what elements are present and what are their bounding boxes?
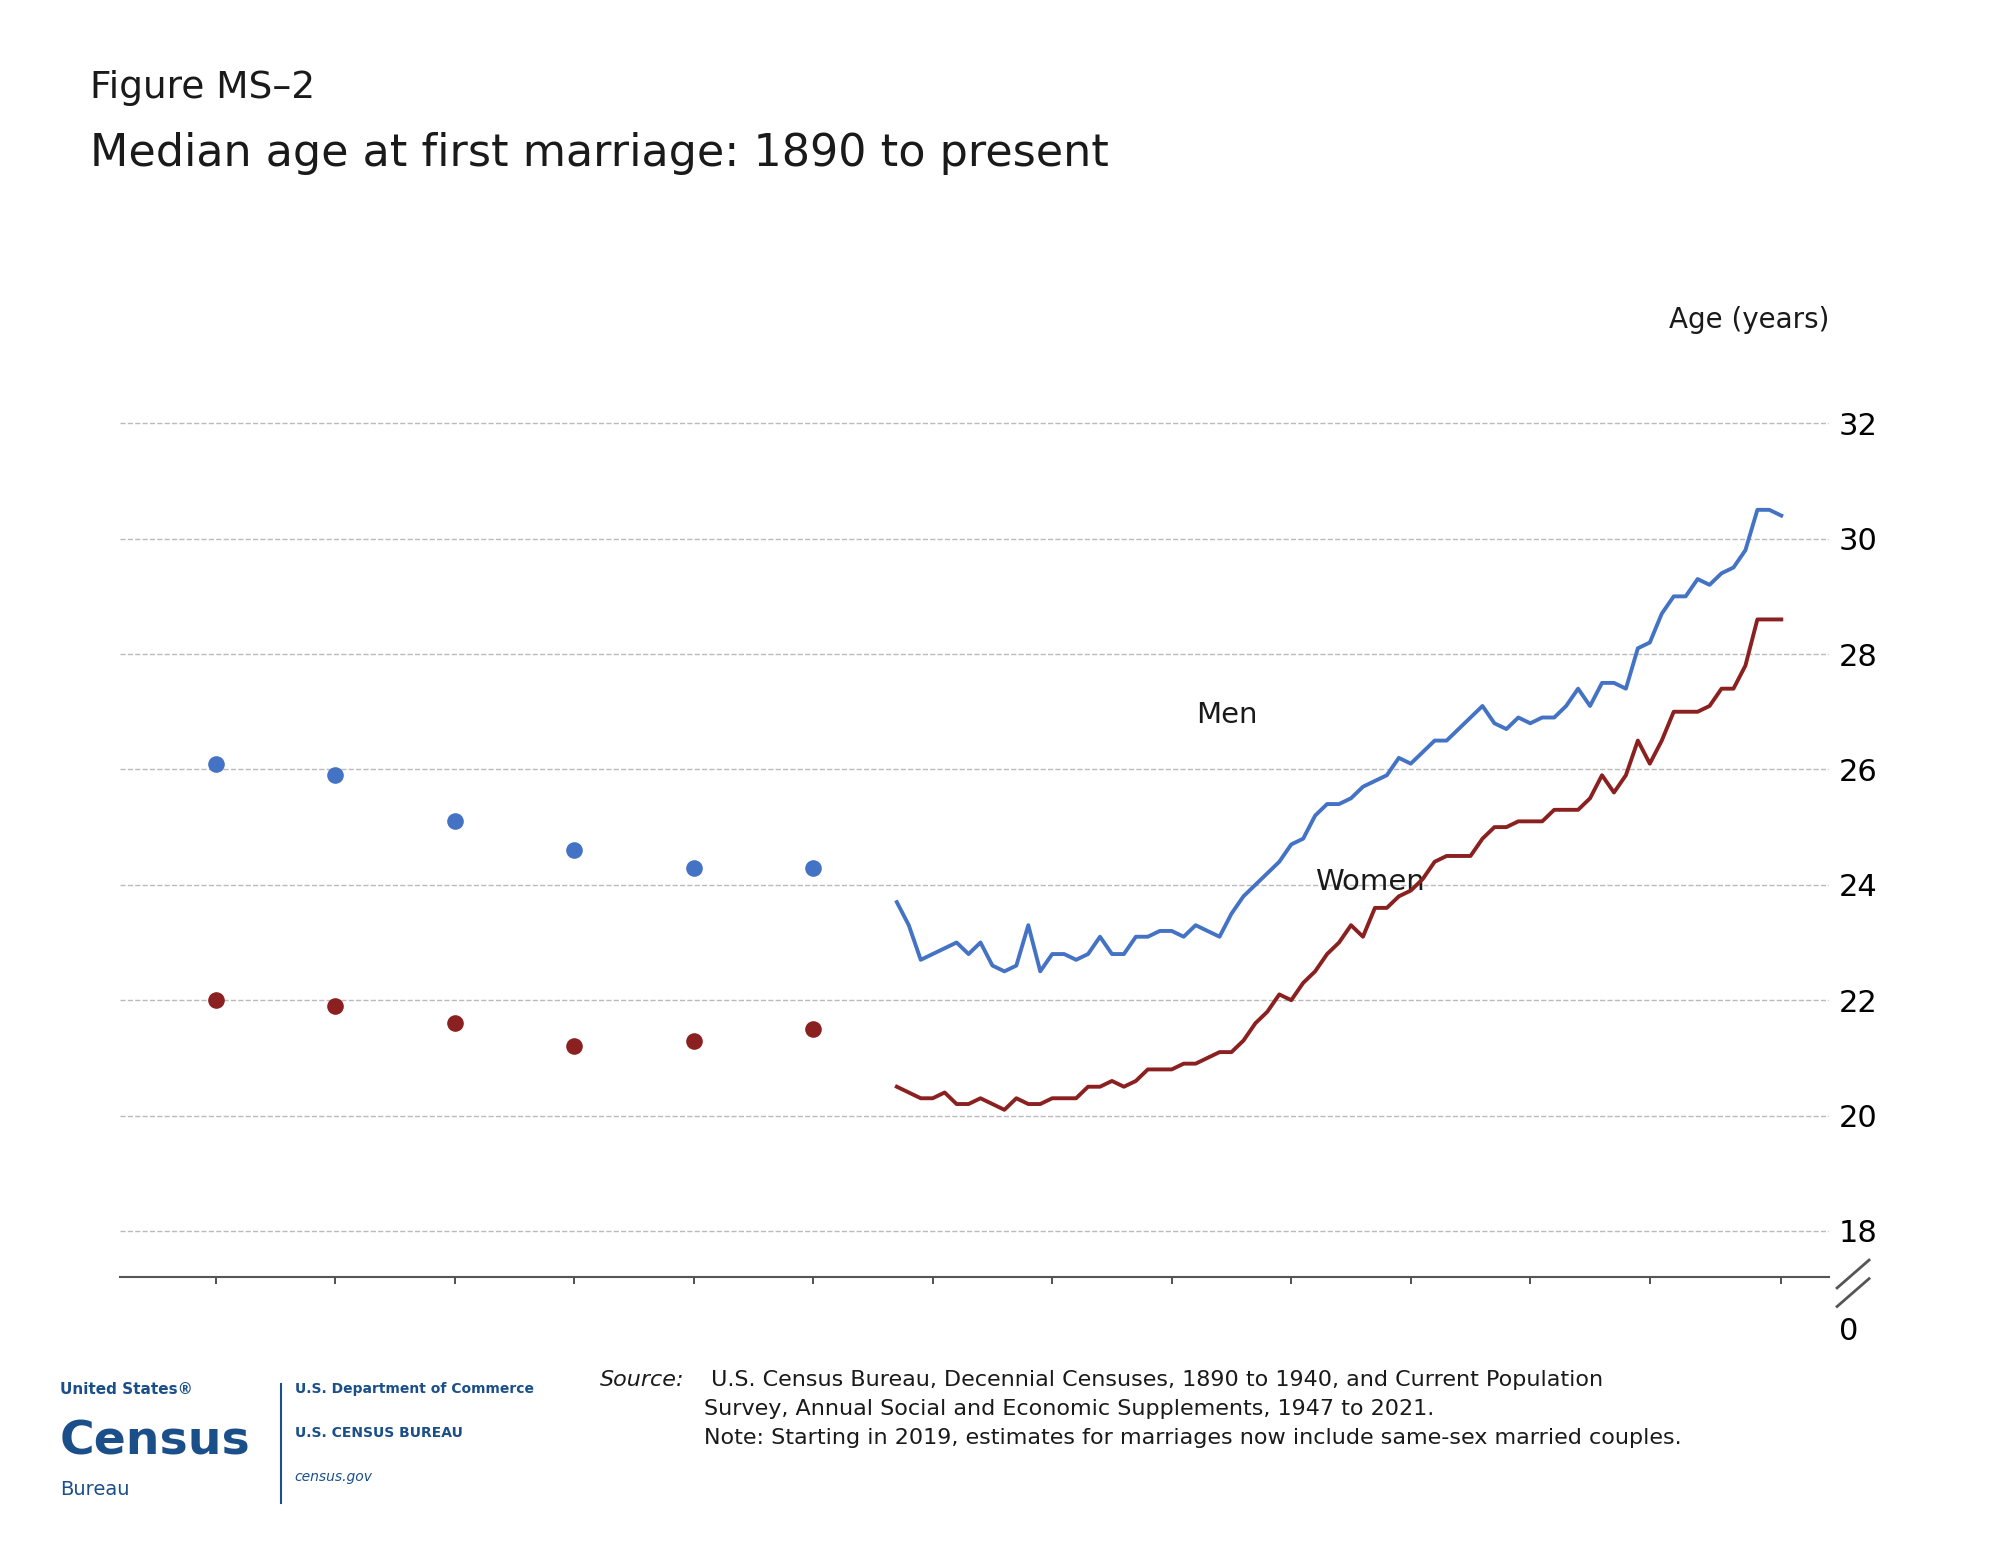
Text: United States®: United States®	[60, 1382, 192, 1396]
Point	[557, 1034, 589, 1059]
Text: Source:: Source:	[599, 1370, 683, 1390]
Point	[200, 988, 232, 1012]
Text: Median age at first marriage: 1890 to present: Median age at first marriage: 1890 to pr…	[90, 132, 1109, 175]
Text: Men: Men	[1195, 701, 1257, 729]
Text: census.gov: census.gov	[296, 1471, 374, 1485]
Point	[438, 810, 470, 834]
Point	[320, 994, 352, 1019]
Point	[677, 1028, 709, 1053]
Text: Bureau: Bureau	[60, 1480, 130, 1498]
Text: U.S. CENSUS BUREAU: U.S. CENSUS BUREAU	[296, 1426, 462, 1440]
Text: Age (years): Age (years)	[1668, 307, 1828, 334]
Point	[797, 1017, 829, 1042]
Text: Figure MS–2: Figure MS–2	[90, 70, 316, 105]
Point	[677, 854, 709, 879]
Point	[320, 763, 352, 788]
Point	[557, 837, 589, 862]
Point	[438, 1011, 470, 1036]
Point	[200, 751, 232, 776]
Text: U.S. Department of Commerce: U.S. Department of Commerce	[296, 1382, 533, 1396]
Text: Census: Census	[60, 1420, 250, 1464]
Text: Women: Women	[1315, 868, 1425, 896]
Point	[797, 854, 829, 879]
Text: U.S. Census Bureau, Decennial Censuses, 1890 to 1940, and Current Population
Sur: U.S. Census Bureau, Decennial Censuses, …	[703, 1370, 1680, 1447]
